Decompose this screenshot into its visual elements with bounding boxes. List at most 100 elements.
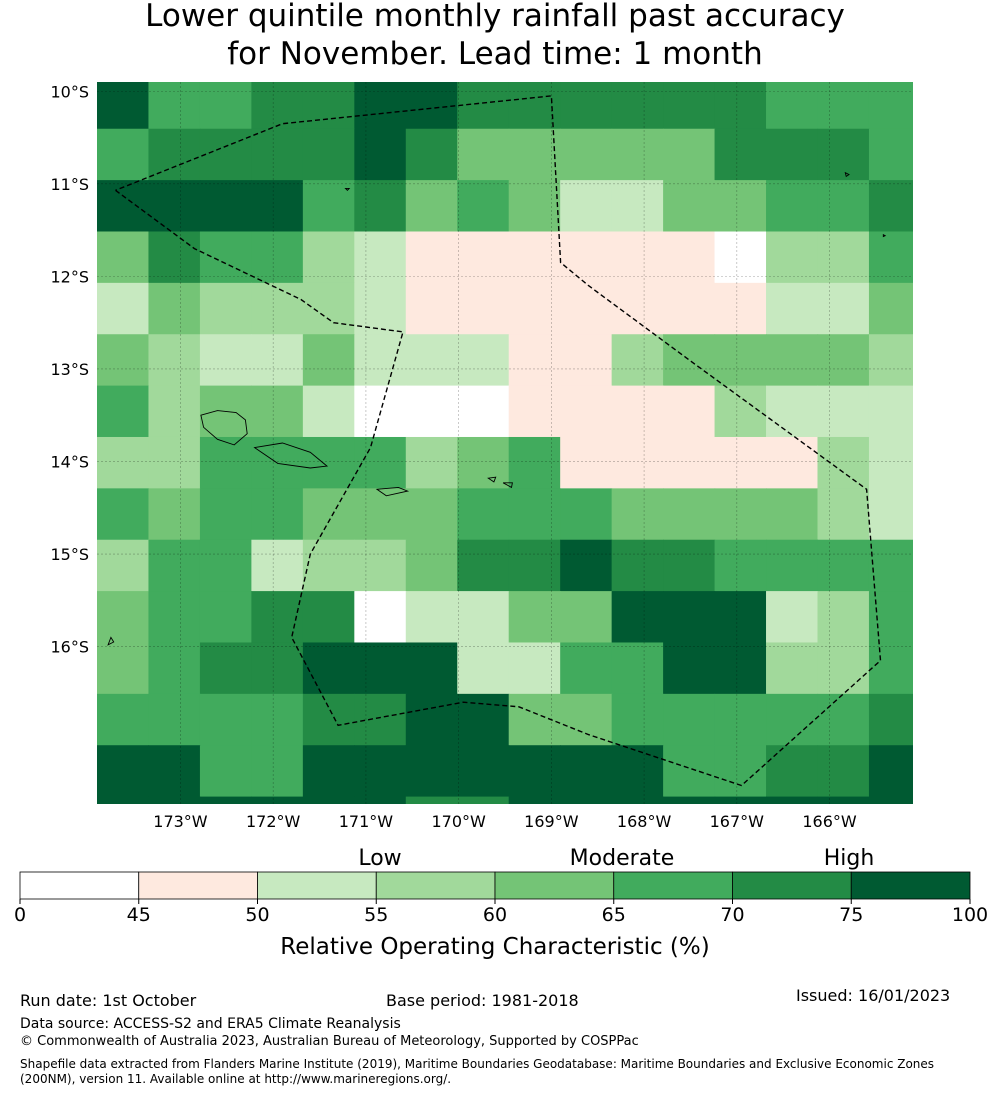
- map-cell: [766, 128, 819, 181]
- map-cell: [251, 385, 304, 438]
- colorbar-category-label: High: [824, 846, 875, 871]
- map-cell: [199, 231, 252, 284]
- map-cell: [766, 539, 819, 592]
- map-cell: [560, 282, 613, 335]
- map-cell: [302, 591, 355, 644]
- latitude-label: 16°S: [50, 638, 89, 657]
- colorbar-swatch: [850, 871, 971, 900]
- map-cell: [354, 180, 407, 233]
- map-cell: [972, 642, 990, 694]
- map-cell: [405, 82, 458, 130]
- map-cell: [663, 436, 716, 489]
- colorbar-swatches: [19, 871, 971, 900]
- rainfall-accuracy-map: 10°S11°S12°S13°S14°S15°S16°S 173°W 172°W 1…: [50, 82, 990, 831]
- map-cell: [714, 82, 767, 130]
- map-cell: [611, 334, 664, 387]
- map-cell: [817, 642, 870, 695]
- map-cell: [97, 745, 150, 798]
- island-outline: [253, 442, 329, 469]
- map-cell: [611, 745, 664, 798]
- map-cell: [868, 642, 913, 695]
- map-cell: [457, 128, 510, 181]
- map-cell: [457, 385, 510, 438]
- map-cell: [148, 745, 201, 798]
- map-cell: [663, 334, 716, 387]
- map-cell: [560, 488, 613, 541]
- map-cell: [560, 591, 613, 644]
- colorbar-swatch: [257, 871, 377, 900]
- map-cell: [405, 488, 458, 541]
- map-cell: [663, 539, 716, 592]
- map-cell: [508, 282, 561, 335]
- map-cell: [508, 128, 561, 181]
- map-cell: [405, 693, 458, 746]
- map-cell: [868, 82, 913, 130]
- map-cell: [302, 488, 355, 541]
- island-outline: [200, 410, 248, 446]
- map-cell: [868, 334, 913, 387]
- island-outline: [344, 187, 351, 191]
- base-period: Base period: 1981-2018: [386, 991, 579, 1010]
- colorbar-tick-label: 50: [245, 904, 269, 926]
- map-cell: [560, 436, 613, 489]
- map-cell: [817, 180, 870, 233]
- map-cell: [457, 180, 510, 233]
- map-cell: [508, 231, 561, 284]
- map-cell: [560, 796, 613, 804]
- colorbar-tick-label: 65: [602, 904, 626, 926]
- map-cell: [405, 796, 458, 804]
- map-cell: [302, 796, 355, 804]
- colorbar-tick-label: 60: [483, 904, 507, 926]
- map-cell: [148, 488, 201, 541]
- map-cell: [560, 385, 613, 438]
- map-cell: [714, 180, 767, 233]
- island-outline: [375, 486, 410, 497]
- map-cell: [508, 385, 561, 438]
- map-cell: [302, 436, 355, 489]
- longitude-label: 171°W: [339, 812, 394, 831]
- colorbar-ticks: 0 45 50 55 60 65 70 75 100: [14, 899, 988, 926]
- chart-title-line-1: Lower quintile monthly rainfall past acc…: [145, 0, 845, 34]
- map-cell: [766, 334, 819, 387]
- colorbar-swatch: [494, 871, 615, 900]
- map-cell: [611, 231, 664, 284]
- map-cell: [302, 282, 355, 335]
- map-cell: [354, 745, 407, 798]
- map-cell: [508, 591, 561, 644]
- map-cell: [663, 488, 716, 541]
- map-cell: [302, 745, 355, 798]
- map-cell: [302, 128, 355, 181]
- map-cell: [663, 693, 716, 746]
- map-cell: [251, 796, 304, 804]
- map-cell: [251, 642, 304, 695]
- colorbar-tick-label: 45: [127, 904, 151, 926]
- island-outline: [107, 636, 115, 646]
- map-cell: [405, 334, 458, 387]
- map-cell: [868, 796, 913, 804]
- colorbar-tick-label: 0: [14, 904, 26, 926]
- longitude-label: 167°W: [710, 812, 765, 831]
- longitude-label: 169°W: [524, 812, 579, 831]
- map-cell: [560, 745, 613, 798]
- map-cell: [457, 745, 510, 798]
- map-cell: [354, 796, 407, 804]
- map-cell: [354, 693, 407, 746]
- map-cell: [199, 180, 252, 233]
- map-cell: [817, 539, 870, 592]
- colorbar-tick-label: 70: [720, 904, 744, 926]
- colorbar-categories: Low Moderate High: [358, 846, 874, 871]
- map-cell: [663, 180, 716, 233]
- map-cell: [560, 180, 613, 233]
- longitude-label: 170°W: [431, 812, 486, 831]
- map-cell: [97, 334, 150, 387]
- island-outline: [844, 171, 850, 178]
- map-cell: [457, 796, 510, 804]
- map-cell: [251, 231, 304, 284]
- map-cell: [97, 796, 150, 804]
- map-cell: [251, 334, 304, 387]
- map-cell: [148, 385, 201, 438]
- map-cell: [611, 82, 664, 130]
- map-cell: [560, 642, 613, 695]
- longitude-labels: 173°W 172°W 171°W 170°W 169°W 168°W 167°W 166°W: [153, 812, 857, 831]
- colorbar-tick-label: 55: [364, 904, 388, 926]
